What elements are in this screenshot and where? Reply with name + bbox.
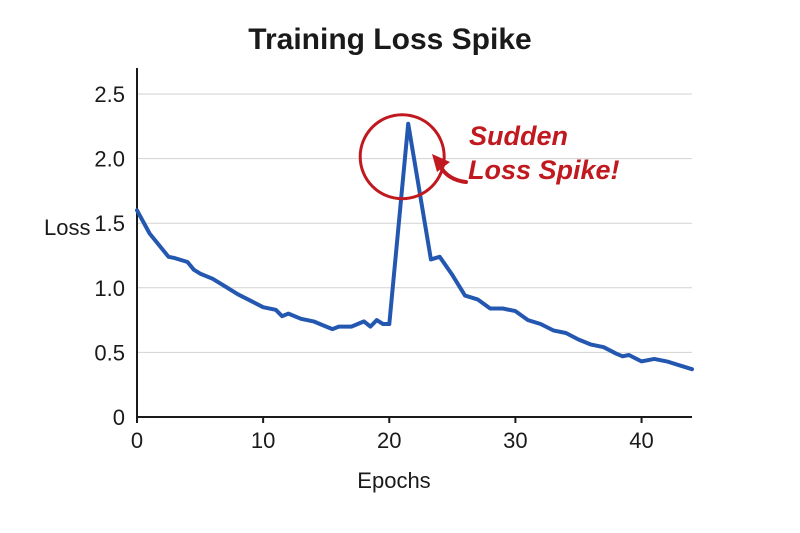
y-tick-label: 2.5 — [94, 82, 125, 107]
y-tick-label: 1.5 — [94, 211, 125, 236]
x-tick-label: 20 — [377, 428, 401, 453]
y-tick-label: 0.5 — [94, 340, 125, 365]
y-tick-label: 2.0 — [94, 147, 125, 172]
x-tick-label: 10 — [251, 428, 275, 453]
annotation-arrow — [438, 164, 468, 184]
annotation-text-line: Sudden — [469, 121, 568, 151]
x-tick-label: 40 — [629, 428, 653, 453]
chart-title: Training Loss Spike — [248, 23, 531, 56]
series-group — [135, 121, 694, 372]
x-tick-labels: 0 10 20 30 40 — [131, 417, 654, 453]
annotation-arrowhead — [432, 154, 450, 172]
x-tick-label: 0 — [131, 428, 143, 453]
y-tick-labels: 0 0.5 1.0 1.5 2.0 2.5 — [94, 82, 125, 430]
y-tick-label: 0 — [113, 405, 125, 430]
x-axis-label: Epochs — [357, 468, 430, 493]
loss-line — [135, 121, 694, 372]
annotation-group: Sudden Loss Spike! — [358, 113, 620, 201]
axes — [136, 68, 692, 418]
grid-lines — [137, 93, 692, 353]
y-axis-label: Loss — [44, 215, 90, 240]
annotation-text-line: Loss Spike! — [468, 155, 620, 185]
spike-highlight-circle — [358, 113, 446, 201]
y-tick-label: 1.0 — [94, 276, 125, 301]
x-tick-label: 30 — [503, 428, 527, 453]
